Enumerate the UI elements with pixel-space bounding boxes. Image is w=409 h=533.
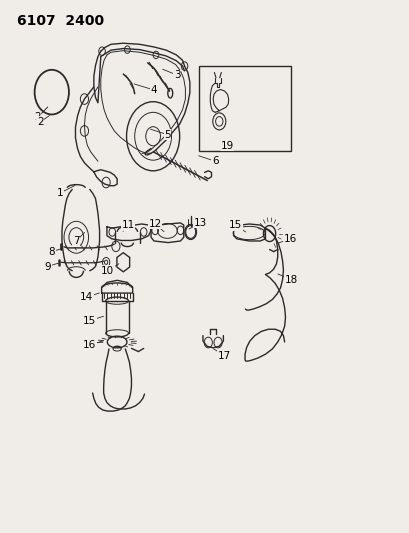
Text: 7: 7	[73, 236, 79, 246]
Text: 2: 2	[34, 111, 40, 122]
Text: 19: 19	[220, 141, 234, 151]
Text: 12: 12	[148, 219, 162, 229]
Text: 18: 18	[284, 275, 297, 285]
Text: 16: 16	[83, 340, 96, 350]
Text: 8: 8	[48, 247, 55, 256]
Text: 10: 10	[101, 266, 114, 276]
Text: 17: 17	[218, 351, 231, 361]
Text: 13: 13	[193, 218, 206, 228]
Text: 6: 6	[211, 156, 218, 166]
Text: 3: 3	[173, 70, 180, 80]
Text: 5: 5	[164, 130, 170, 140]
Text: 14: 14	[80, 292, 93, 302]
Text: 15: 15	[229, 220, 242, 230]
Text: 15: 15	[83, 316, 96, 326]
Text: 6107  2400: 6107 2400	[17, 14, 104, 28]
Text: 4: 4	[150, 85, 157, 95]
Text: 2: 2	[37, 117, 43, 127]
Text: 1: 1	[56, 188, 63, 198]
Text: 9: 9	[44, 262, 51, 271]
Text: 16: 16	[283, 234, 296, 244]
Bar	[198, 66, 290, 151]
Text: 11: 11	[121, 220, 135, 230]
